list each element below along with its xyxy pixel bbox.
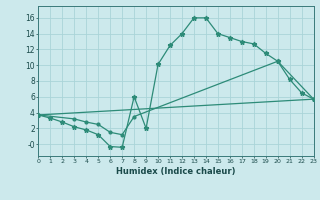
X-axis label: Humidex (Indice chaleur): Humidex (Indice chaleur) (116, 167, 236, 176)
